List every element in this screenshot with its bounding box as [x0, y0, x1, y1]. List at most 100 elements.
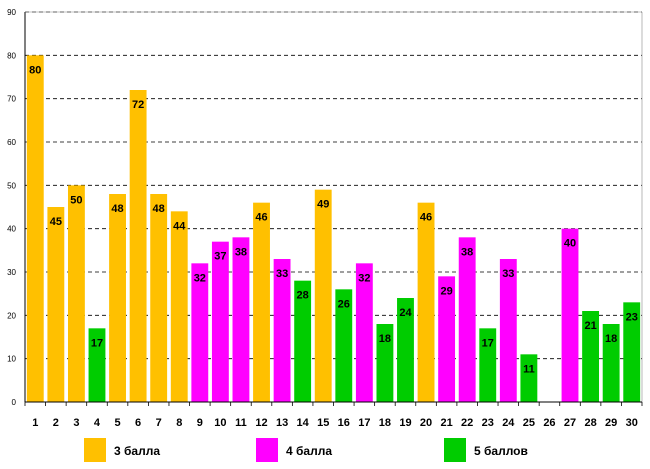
x-tick-label-9: 9	[197, 417, 203, 429]
bar-12	[253, 202, 270, 402]
bar-15	[314, 189, 332, 402]
data-label-23: 17	[482, 337, 494, 349]
legend-swatch-3	[444, 438, 466, 462]
data-label-19: 24	[399, 307, 412, 319]
data-label-27: 40	[564, 238, 576, 250]
x-tick-label-3: 3	[73, 417, 79, 429]
data-label-5: 48	[111, 203, 123, 215]
bar-17	[355, 263, 373, 402]
data-label-10: 37	[214, 251, 226, 263]
data-label-14: 28	[297, 290, 309, 302]
x-tick-label-22: 22	[461, 417, 473, 429]
bars	[26, 55, 641, 402]
data-label-3: 50	[70, 194, 82, 206]
legend-swatch-2	[256, 438, 278, 462]
data-label-17: 32	[358, 272, 370, 284]
x-tick-label-29: 29	[605, 417, 617, 429]
y-tick-label: 80	[7, 51, 16, 60]
data-label-13: 33	[276, 268, 288, 280]
data-label-28: 21	[584, 320, 596, 332]
bar-13	[273, 259, 291, 402]
x-tick-label-19: 19	[399, 417, 411, 429]
x-tick-label-15: 15	[317, 417, 329, 429]
y-tick-label: 30	[7, 268, 16, 277]
legend-label-3: 5 баллов	[474, 444, 528, 458]
x-tick-label-12: 12	[255, 417, 267, 429]
x-tick-label-25: 25	[523, 417, 535, 429]
data-label-4: 17	[91, 337, 103, 349]
bar-5	[109, 194, 126, 402]
bar-7	[150, 194, 168, 402]
x-axis: 1 2 3 4 5 6 7 8 9 10 11 12 13 14 15 16 17 18 19 20 21 22 23 24 2…	[24, 401, 643, 429]
data-label-21: 29	[440, 285, 452, 297]
y-axis-ticks: 0 10 20 30 40 50 60 70 80 90	[7, 8, 16, 407]
bar-24	[499, 259, 517, 402]
bar-20	[417, 202, 435, 402]
legend-label-1: 3 балла	[114, 444, 160, 458]
x-tick-label-13: 13	[276, 417, 288, 429]
bar-30	[623, 302, 641, 402]
x-tick-label-1: 1	[32, 417, 38, 429]
y-tick-label: 70	[7, 95, 16, 104]
x-tick-label-21: 21	[440, 417, 452, 429]
legend-label-2: 4 балла	[286, 444, 332, 458]
data-label-11: 38	[235, 246, 247, 258]
bar-18	[376, 324, 394, 402]
x-tick-label-6: 6	[135, 417, 141, 429]
x-tick-label-16: 16	[338, 417, 350, 429]
x-tick-label-23: 23	[482, 417, 494, 429]
bar-10	[211, 241, 229, 402]
bar-23	[479, 328, 497, 402]
bar-9	[191, 263, 209, 402]
data-label-6: 72	[132, 99, 144, 111]
x-tick-label-26: 26	[543, 417, 555, 429]
x-tick-label-4: 4	[94, 417, 101, 429]
data-label-20: 46	[420, 212, 432, 224]
legend-swatch-1	[84, 438, 106, 462]
bar-2	[47, 207, 65, 402]
data-label-24: 33	[502, 268, 514, 280]
x-tick-label-17: 17	[358, 417, 370, 429]
y-tick-label: 10	[7, 355, 16, 364]
bar-28	[582, 311, 600, 402]
x-tick-label-5: 5	[114, 417, 120, 429]
y-tick-label: 50	[7, 181, 16, 190]
grid-lines	[24, 11, 643, 402]
legend: 3 балла 4 балла 5 баллов	[84, 438, 528, 462]
bar-11	[232, 237, 250, 402]
x-tick-label-28: 28	[584, 417, 596, 429]
x-tick-label-24: 24	[502, 417, 515, 429]
bar-14	[294, 280, 312, 402]
bar-16	[335, 289, 353, 402]
bar-8	[170, 211, 188, 402]
y-tick-label: 0	[12, 398, 17, 407]
data-label-2: 45	[50, 216, 62, 228]
data-label-9: 32	[194, 272, 206, 284]
x-tick-label-7: 7	[156, 417, 162, 429]
data-label-22: 38	[461, 246, 473, 258]
data-label-15: 49	[317, 199, 329, 211]
x-tick-label-2: 2	[53, 417, 59, 429]
data-label-8: 44	[173, 220, 186, 232]
bar-19	[397, 298, 414, 402]
data-label-16: 26	[338, 298, 350, 310]
bar-27	[561, 228, 579, 402]
y-tick-label: 40	[7, 225, 16, 234]
x-tick-label-14: 14	[297, 417, 310, 429]
bar-21	[438, 276, 456, 402]
bar-4	[88, 328, 106, 402]
x-tick-label-18: 18	[379, 417, 391, 429]
bar-1	[26, 55, 44, 402]
x-tick-label-10: 10	[214, 417, 226, 429]
bar-25	[520, 354, 538, 402]
bar-22	[458, 237, 476, 402]
y-tick-label: 90	[7, 8, 16, 17]
x-tick-label-30: 30	[626, 417, 638, 429]
bar-6	[129, 90, 147, 402]
data-label-7: 48	[153, 203, 165, 215]
data-label-18: 18	[379, 333, 391, 345]
data-label-12: 46	[255, 212, 267, 224]
data-label-30: 23	[626, 311, 638, 323]
